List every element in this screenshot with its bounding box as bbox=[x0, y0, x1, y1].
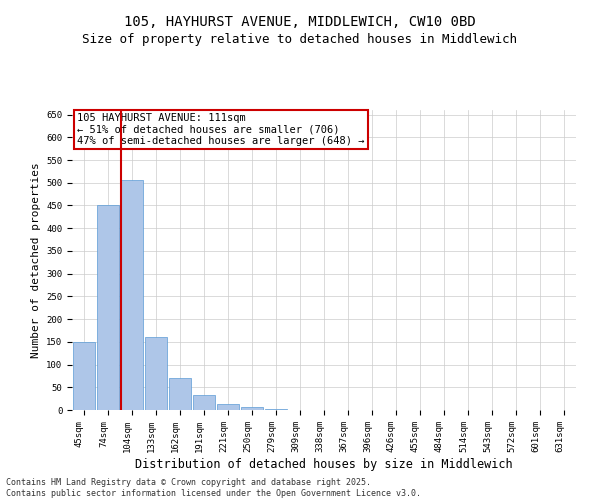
Text: Contains HM Land Registry data © Crown copyright and database right 2025.
Contai: Contains HM Land Registry data © Crown c… bbox=[6, 478, 421, 498]
Text: Size of property relative to detached houses in Middlewich: Size of property relative to detached ho… bbox=[83, 32, 517, 46]
Bar bbox=[241, 408, 263, 410]
Bar bbox=[193, 396, 215, 410]
Bar bbox=[265, 409, 287, 410]
Text: 105 HAYHURST AVENUE: 111sqm
← 51% of detached houses are smaller (706)
47% of se: 105 HAYHURST AVENUE: 111sqm ← 51% of det… bbox=[77, 113, 365, 146]
Bar bbox=[145, 338, 167, 410]
Text: 105, HAYHURST AVENUE, MIDDLEWICH, CW10 0BD: 105, HAYHURST AVENUE, MIDDLEWICH, CW10 0… bbox=[124, 15, 476, 29]
Y-axis label: Number of detached properties: Number of detached properties bbox=[31, 162, 41, 358]
Bar bbox=[97, 206, 119, 410]
Bar bbox=[121, 180, 143, 410]
Bar bbox=[169, 378, 191, 410]
X-axis label: Distribution of detached houses by size in Middlewich: Distribution of detached houses by size … bbox=[135, 458, 513, 470]
Bar bbox=[73, 342, 95, 410]
Bar bbox=[217, 404, 239, 410]
